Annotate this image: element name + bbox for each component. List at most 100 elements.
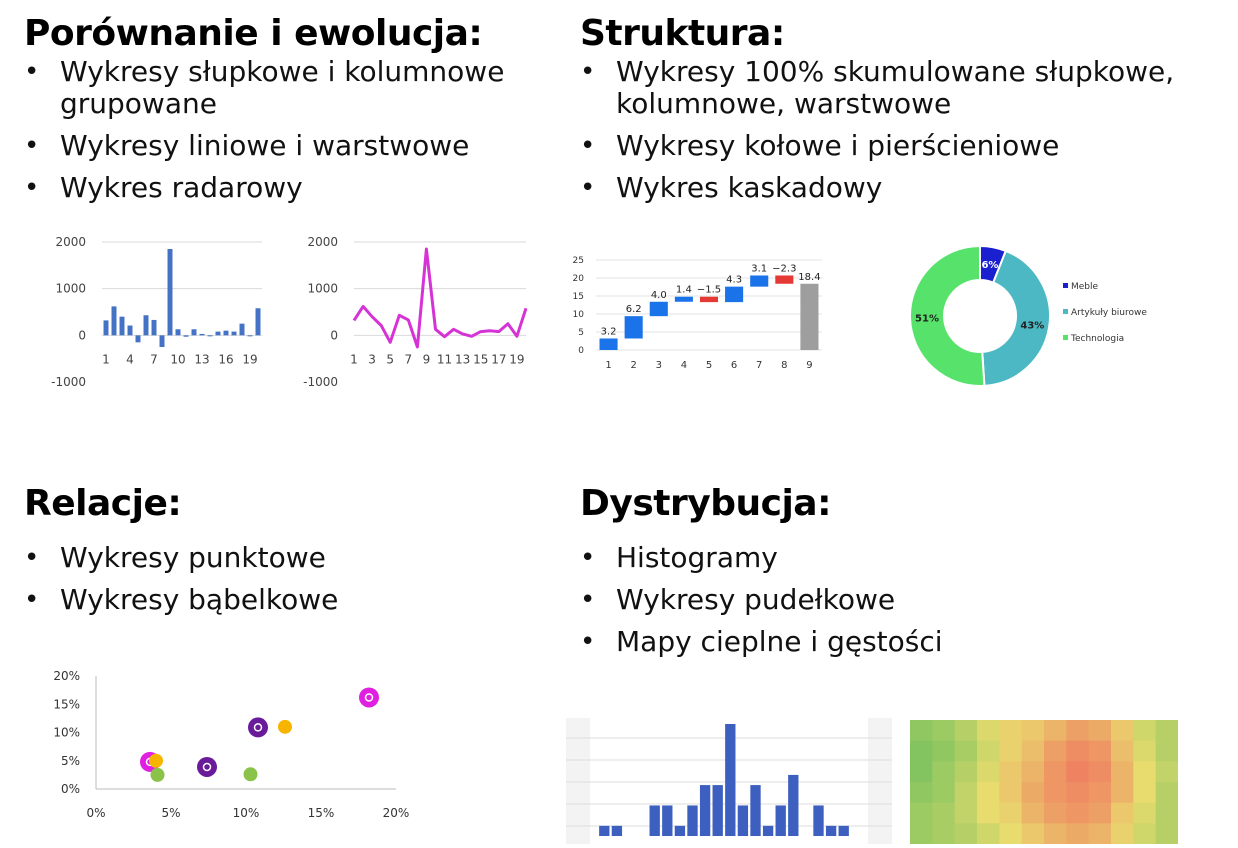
x-tick-label: 6: [731, 360, 737, 371]
heatmap-cell: [1155, 720, 1178, 742]
x-tick-label: 4: [681, 360, 687, 371]
x-tick-label: 13: [194, 352, 209, 366]
histogram-bar: [788, 774, 799, 836]
heatmap-cell: [1021, 720, 1045, 742]
x-tick-label: 3: [656, 360, 662, 371]
histogram-bar: [737, 805, 749, 836]
heatmap-cell: [954, 720, 978, 742]
heatmap-cell: [1111, 761, 1134, 783]
heatmap-cell: [1066, 761, 1090, 783]
heatmap-cell: [1088, 720, 1112, 742]
heatmap-cell: [1021, 802, 1045, 824]
heatmap-cell: [954, 740, 978, 762]
bubble: [248, 717, 268, 738]
slice-label: 43%: [1020, 320, 1044, 331]
heatmap-cell: [932, 802, 956, 824]
x-tick-label: 20%: [383, 806, 410, 820]
list-item: Wykresy liniowe i warstwowe: [24, 130, 554, 163]
x-tick-label: 2: [630, 360, 636, 371]
histogram-bar: [611, 825, 623, 836]
y-tick-label: 0%: [61, 782, 80, 796]
heatmap-cell: [1044, 740, 1067, 762]
histogram-bar: [838, 825, 849, 836]
section-title: Porównanie i ewolucja:: [24, 13, 483, 54]
waterfall-bar: [699, 296, 719, 303]
bar: [127, 325, 133, 336]
data-label: 1.4: [676, 285, 692, 296]
bar: [119, 316, 125, 336]
y-tick-label: 2000: [307, 235, 338, 249]
heatmap-cell: [1066, 782, 1090, 804]
heatmap-cell: [910, 740, 933, 762]
heatmap-cell: [1044, 802, 1067, 824]
legend-label: Artykuły biurowe: [1071, 308, 1147, 318]
legend-label: Technologia: [1070, 334, 1124, 344]
bar: [191, 329, 197, 336]
bubble-center: [364, 693, 374, 702]
y-tick-label: -1000: [51, 375, 86, 389]
x-tick-label: 10: [170, 352, 185, 366]
bar: [135, 335, 141, 343]
heatmap-cell: [1066, 740, 1090, 762]
heatmap-cell: [1133, 740, 1157, 762]
heatmap-cell: [1044, 823, 1067, 844]
donut-slice: [909, 244, 986, 387]
heatmap-cell: [999, 823, 1023, 844]
bubble-chart: 20% 15% 10% 5% 0% 0% 5% 10% 15% 20%: [53, 669, 410, 820]
x-tick-label: 3: [368, 352, 376, 366]
y-tick-label: 0: [78, 328, 86, 342]
x-tick-label: 5: [386, 352, 394, 366]
list-item: Wykres kaskadowy: [580, 172, 1220, 205]
bar: [159, 335, 165, 347]
list-item: Wykresy słupkowe i kolumnowe grupowane: [24, 56, 554, 120]
heatmap-cell: [932, 740, 956, 762]
y-tick-label: 10: [573, 310, 585, 320]
legend-swatch: [1063, 335, 1068, 340]
heatmap-cell: [1021, 823, 1045, 844]
data-label: 4.3: [726, 275, 742, 286]
heatmap-cell: [1111, 782, 1134, 804]
waterfall-bar: [599, 338, 618, 350]
heatmap-cell: [977, 802, 1000, 824]
bullet-list: Histogramy Wykresy pudełkowe Mapy ciepln…: [580, 542, 1220, 659]
x-tick-label: 11: [437, 352, 452, 366]
bubble: [359, 687, 379, 708]
bubble: [149, 753, 163, 768]
heatmap-cell: [999, 761, 1023, 783]
heatmap-cell: [910, 761, 933, 783]
heatmap-cell: [1044, 761, 1067, 783]
heatmap-cell: [1133, 761, 1157, 783]
heatmap-cell: [954, 823, 978, 844]
heatmap-cell: [910, 720, 933, 742]
section-title: Struktura:: [580, 13, 785, 54]
heatmap-cell: [910, 823, 933, 844]
heatmap-cell: [1155, 761, 1178, 783]
heatmap-cell: [977, 740, 1000, 762]
x-tick-label: 9: [423, 352, 431, 366]
data-label: 3.1: [751, 263, 767, 274]
y-tick-label: 2000: [55, 235, 86, 249]
list-item: Wykresy 100% skumulowane słupkowe, kolum…: [580, 56, 1220, 120]
histogram-bar: [649, 805, 660, 836]
series-line: [352, 247, 528, 349]
bubble: [197, 756, 217, 777]
y-tick-label: 5%: [61, 754, 80, 768]
bubble-center: [253, 723, 263, 732]
heatmap-cell: [1133, 823, 1157, 844]
histogram-bar: [674, 825, 686, 836]
y-tick-label: 25: [573, 256, 584, 266]
bubble: [243, 767, 258, 782]
histogram-bar: [699, 785, 711, 836]
waterfall-bar: [649, 301, 668, 317]
list-item: Wykresy punktowe: [24, 542, 554, 575]
heatmap-cell: [1155, 740, 1178, 762]
x-tick-label: 15: [473, 352, 488, 366]
heatmap-cell: [1044, 720, 1067, 742]
heatmap-cell: [1155, 823, 1178, 844]
heatmap-cell: [977, 720, 1000, 742]
y-tick-label: 0: [330, 328, 338, 342]
x-tick-label: 1: [350, 352, 358, 366]
bubble-center: [202, 762, 212, 772]
x-tick-label: 1: [102, 352, 110, 366]
bar: [103, 320, 109, 336]
